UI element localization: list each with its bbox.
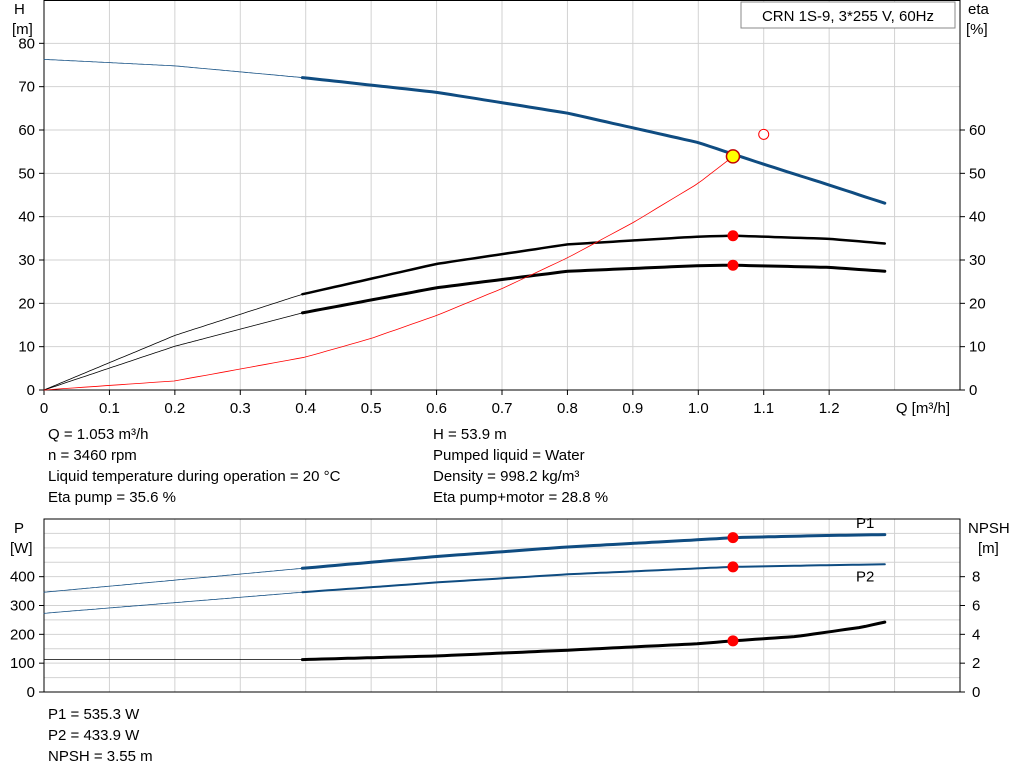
x-tick-label: 0.5 (361, 400, 382, 417)
p-axis-tick-label: 100 (10, 655, 35, 672)
x-tick-label: 1.0 (688, 400, 709, 417)
y-left-tick-label: 50 (18, 165, 35, 182)
x-tick-label: 0.2 (164, 400, 185, 417)
y-right-tick-label: 40 (969, 209, 986, 226)
x-axis-label: Q [m³/h] (896, 400, 950, 417)
duty-point-eta-pump (727, 230, 739, 242)
x-tick-label: 0.3 (230, 400, 251, 417)
y-left-tick-label: 40 (18, 209, 35, 226)
y-left-tick-label: 0 (27, 382, 35, 399)
y-left-tick-label: 70 (18, 79, 35, 96)
npsh-axis-tick-label: 0 (972, 684, 980, 701)
y-left-tick-label: 20 (18, 295, 35, 312)
y-right-tick-label: 50 (969, 165, 986, 182)
npsh-curve (300, 620, 887, 662)
x-tick-label: 0.1 (99, 400, 120, 417)
duty-point-hollow-marker (758, 128, 770, 140)
chart-title-box (740, 1, 956, 29)
p-axis-unit: [W] (10, 540, 33, 557)
chart-title: CRN 1S-9, 3*255 V, 60Hz (762, 8, 934, 25)
info-density: Density = 998.2 kg/m³ (433, 468, 580, 485)
info-eta-pump-motor: Eta pump+motor = 28.8 % (433, 489, 609, 506)
x-tick-label: 0 (40, 400, 48, 417)
p2-curve (301, 563, 886, 594)
y-left-tick-label: 60 (18, 122, 35, 139)
duty-point-p2 (727, 561, 739, 573)
duty-point-npsh (727, 635, 739, 647)
p2-series-label: P2 (856, 569, 874, 586)
x-tick-label: 1.2 (819, 400, 840, 417)
x-tick-label: 0.9 (622, 400, 643, 417)
head-curve (300, 76, 887, 205)
p-axis-tick-label: 0 (27, 684, 35, 701)
info-liquid-temperature: Liquid temperature during operation = 20… (48, 468, 341, 485)
p1-curve-extrapolated (43, 567, 303, 593)
eta-pump-motor-curve-extrapolated (43, 312, 303, 391)
y-left-axis-unit: [m] (12, 21, 33, 38)
info-npsh: NPSH = 3.55 m (48, 748, 153, 765)
npsh-axis-tick-label: 8 (972, 569, 980, 586)
y-left-tick-label: 80 (18, 35, 35, 52)
x-tick-label: 0.6 (426, 400, 447, 417)
duty-point-eta-pump-motor (727, 259, 739, 271)
p-axis-title: P (14, 520, 24, 537)
y-right-axis-unit: [%] (966, 21, 988, 38)
npsh-axis-unit: [m] (978, 540, 999, 557)
y-left-axis-title: H (14, 1, 25, 18)
p-axis-tick-label: 200 (10, 626, 35, 643)
npsh-axis-tick-label: 2 (972, 655, 980, 672)
info-flow: Q = 1.053 m³/h (48, 426, 149, 443)
info-bottom: P1 = 535.3 W P2 = 433.9 W NPSH = 3.55 m (48, 704, 153, 767)
info-p1: P1 = 535.3 W (48, 706, 140, 723)
p2-curve-extrapolated (43, 591, 303, 614)
y-right-tick-label: 10 (969, 339, 986, 356)
info-head: H = 53.9 m (433, 426, 507, 443)
npsh-axis-tick-label: 4 (972, 626, 980, 643)
x-tick-label: 0.4 (295, 400, 316, 417)
y-right-tick-label: 30 (969, 252, 986, 269)
system-curve (43, 155, 734, 391)
y-left-tick-label: 10 (18, 339, 35, 356)
y-right-tick-label: 60 (969, 122, 986, 139)
eta-pump-curve (301, 234, 887, 296)
info-pumped-liquid: Pumped liquid = Water (433, 447, 585, 464)
info-speed: n = 3460 rpm (48, 447, 137, 464)
y-right-axis-title: eta (968, 1, 990, 18)
y-left-tick-label: 30 (18, 252, 35, 269)
duty-point-p1 (727, 532, 739, 544)
info-p2: P2 = 433.9 W (48, 727, 140, 744)
info-eta-pump: Eta pump = 35.6 % (48, 489, 176, 506)
y-right-tick-label: 20 (969, 295, 986, 312)
eta-pump-curve-extrapolated (43, 293, 303, 391)
x-tick-label: 0.7 (492, 400, 513, 417)
npsh-axis-tick-label: 6 (972, 598, 980, 615)
info-left: Q = 1.053 m³/h n = 3460 rpm Liquid tempe… (48, 424, 340, 508)
npsh-axis-title: NPSH (968, 520, 1010, 537)
p1-curve (300, 533, 887, 570)
p-axis-tick-label: 300 (10, 598, 35, 615)
p-axis-tick-label: 400 (10, 569, 35, 586)
p1-series-label: P1 (856, 515, 874, 532)
duty-point-head (725, 149, 741, 164)
y-right-tick-label: 0 (969, 382, 977, 399)
x-tick-label: 1.1 (753, 400, 774, 417)
info-right: H = 53.9 m Pumped liquid = Water Density… (433, 424, 608, 508)
x-tick-label: 0.8 (557, 400, 578, 417)
head-curve-extrapolated (43, 59, 303, 78)
eta-pump-motor-curve (300, 263, 887, 315)
